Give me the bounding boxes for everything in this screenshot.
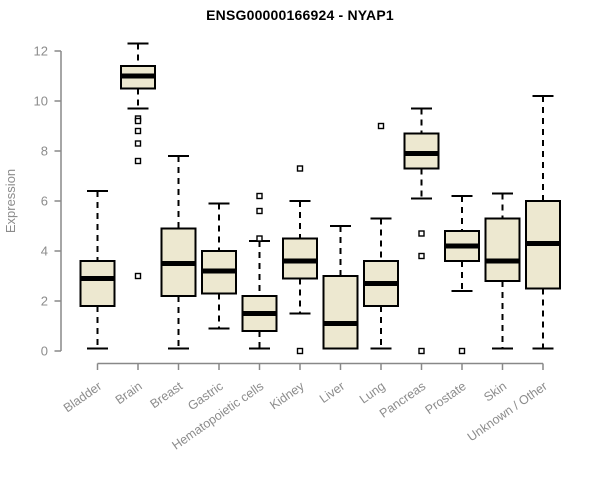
x-category-label-brain: Brain — [113, 379, 145, 407]
outlier-point — [134, 117, 142, 125]
boxplot-lung — [363, 122, 399, 350]
outlier-point — [458, 347, 466, 355]
x-category-label-liver: Liver — [317, 379, 347, 406]
y-tick-label: 4 — [41, 244, 48, 259]
x-category-label-breast: Breast — [148, 379, 186, 411]
outlier-point — [134, 157, 142, 165]
chart-title: ENSG00000166924 - NYAP1 — [206, 7, 394, 23]
outlier-point — [256, 207, 263, 215]
boxplot-hematopoietic-cells — [241, 192, 278, 350]
boxplot-unknown-other — [525, 95, 561, 350]
boxplot-prostate — [444, 195, 480, 355]
outlier-point — [134, 127, 142, 135]
boxplot-brain — [120, 42, 156, 280]
y-tick-label: 8 — [41, 144, 48, 159]
y-tick-label: 6 — [41, 194, 48, 209]
iqr-box — [79, 260, 116, 307]
x-category-label-pancreas: Pancreas — [377, 379, 428, 421]
outlier-point — [256, 235, 263, 242]
x-category-label-prostate: Prostate — [423, 379, 469, 417]
x-category-label-kidney: Kidney — [267, 379, 307, 413]
y-tick-label: 2 — [41, 294, 48, 309]
outlier-point — [296, 347, 304, 355]
iqr-box — [484, 217, 521, 282]
outlier-point — [134, 140, 142, 147]
outlier-point — [418, 230, 425, 237]
y-axis-label: Expression — [3, 169, 18, 233]
boxplot-skin — [484, 192, 521, 350]
iqr-box — [322, 275, 359, 350]
y-tick-label: 12 — [34, 44, 48, 59]
boxplot-liver — [322, 225, 359, 350]
y-tick-label: 0 — [41, 344, 48, 359]
boxplot-pancreas — [403, 107, 440, 355]
boxplot-breast — [160, 155, 197, 350]
x-category-label-lung: Lung — [357, 379, 388, 406]
y-tick-label: 10 — [34, 94, 48, 109]
outlier-point — [256, 192, 263, 200]
outlier-point — [377, 122, 385, 130]
outlier-point — [418, 252, 425, 260]
boxplot-gastric — [201, 202, 237, 330]
outlier-point — [296, 165, 304, 172]
outlier-point — [418, 347, 425, 355]
boxplot-bladder — [79, 190, 116, 350]
outlier-point — [134, 272, 142, 280]
x-category-label-bladder: Bladder — [61, 379, 104, 415]
x-category-label-skin: Skin — [481, 379, 509, 404]
boxplot-kidney — [282, 165, 318, 355]
